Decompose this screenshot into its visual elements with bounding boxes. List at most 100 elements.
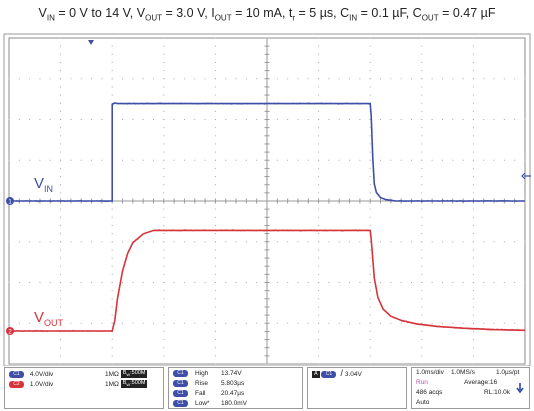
trigger-level: 3.04V: [344, 371, 362, 378]
grid-dot: [472, 355, 474, 357]
grid-dot: [235, 78, 237, 80]
grid-dot: [18, 119, 20, 120]
grid-dot: [122, 241, 124, 243]
grid-dot: [152, 282, 154, 283]
grid-dot: [204, 78, 206, 80]
measurement-label: Fall: [195, 390, 206, 397]
ch1-ground-marker: [6, 197, 14, 205]
grid-dot: [349, 159, 351, 161]
ch1-marker-label: 1: [8, 200, 12, 206]
grid-dot: [256, 322, 258, 324]
grid-dot: [421, 216, 423, 218]
grid-dot: [60, 306, 62, 308]
grid-dot: [410, 241, 412, 243]
time-per-div: 1.0ms/div: [416, 369, 444, 376]
grid-dot: [29, 78, 31, 80]
grid-dot: [276, 241, 278, 243]
grid-dot: [524, 322, 526, 324]
grid-dot: [421, 208, 423, 210]
grid-dot: [380, 78, 382, 80]
title-text: = 5 µs, C: [295, 6, 350, 20]
grid-dot: [318, 70, 320, 72]
grid-dot: [400, 119, 402, 120]
grid-dot: [369, 176, 371, 178]
grid-dot: [318, 273, 320, 275]
grid-dot: [111, 298, 113, 300]
grid-dot: [60, 192, 62, 194]
grid-dot: [214, 192, 216, 194]
grid-dot: [49, 119, 51, 120]
grid-dot: [472, 216, 474, 218]
grid-dot: [318, 330, 320, 332]
grid-dot: [60, 167, 62, 169]
grid-dot: [60, 119, 62, 120]
grid-dot: [421, 192, 423, 194]
grid-dot: [49, 241, 51, 243]
trigger-setting: A C1/ 3.04V: [312, 369, 362, 378]
grid-dot: [256, 241, 258, 243]
grid-dot: [369, 135, 371, 137]
trigger-level-marker: [521, 172, 531, 180]
grid-dot: [359, 322, 361, 324]
grid-dot: [318, 290, 320, 292]
trigger-source-prefix: A: [312, 370, 320, 378]
grid-dot: [328, 322, 330, 324]
grid-dot: [369, 282, 371, 283]
grid-dot: [349, 78, 351, 80]
grid-dot: [132, 159, 134, 161]
grid-dot: [318, 216, 320, 218]
grid-dot: [359, 119, 361, 120]
grid-dot: [152, 241, 154, 243]
grid-dot: [369, 53, 371, 55]
grid-dot: [214, 86, 216, 88]
grid-dot: [318, 110, 320, 112]
grid-dot: [256, 78, 258, 80]
grid-dot: [338, 119, 340, 120]
grid-dot: [163, 257, 165, 259]
grid-dot: [380, 322, 382, 324]
grid-dot: [60, 224, 62, 226]
grid-dot: [235, 282, 237, 283]
grid-dot: [380, 119, 382, 120]
grid-dot: [214, 273, 216, 275]
grid-dot: [214, 110, 216, 112]
grid-dot: [173, 322, 175, 324]
grid-dot: [503, 159, 505, 161]
grid-dot: [493, 322, 495, 324]
grid-dot: [318, 37, 320, 39]
grid-dot: [472, 298, 474, 300]
grid-dot: [483, 119, 485, 120]
grid-dot: [8, 282, 10, 283]
grid-dot: [472, 233, 474, 235]
grid-dot: [111, 224, 113, 226]
grid-dot: [421, 61, 423, 63]
grid-dot: [122, 159, 124, 161]
grid-dot: [163, 119, 165, 120]
grid-dot: [70, 241, 72, 243]
grid-dot: [101, 322, 103, 324]
grid-dot: [60, 314, 62, 316]
grid-dot: [472, 61, 474, 63]
grid-dot: [369, 249, 371, 251]
grid-dot: [204, 119, 206, 120]
grid-dot: [122, 322, 124, 324]
grid-dot: [101, 159, 103, 161]
grid-dot: [173, 241, 175, 243]
grid-dot: [514, 322, 516, 324]
grid-dot: [369, 216, 371, 218]
grid-dot: [60, 339, 62, 341]
grid-dot: [410, 78, 412, 80]
grid-dot: [60, 143, 62, 145]
grid-dot: [421, 159, 423, 161]
grid-dot: [60, 70, 62, 72]
channel-2-impedance: 1MΩ: [105, 381, 119, 388]
grid-dot: [91, 78, 93, 80]
grid-dot: [472, 192, 474, 194]
grid-dot: [359, 282, 361, 283]
grid-dot: [214, 151, 216, 153]
grid-dot: [318, 127, 320, 129]
grid-dot: [39, 241, 41, 243]
grid-dot: [483, 282, 485, 283]
grid-dot: [214, 135, 216, 137]
grid-dot: [390, 322, 392, 324]
